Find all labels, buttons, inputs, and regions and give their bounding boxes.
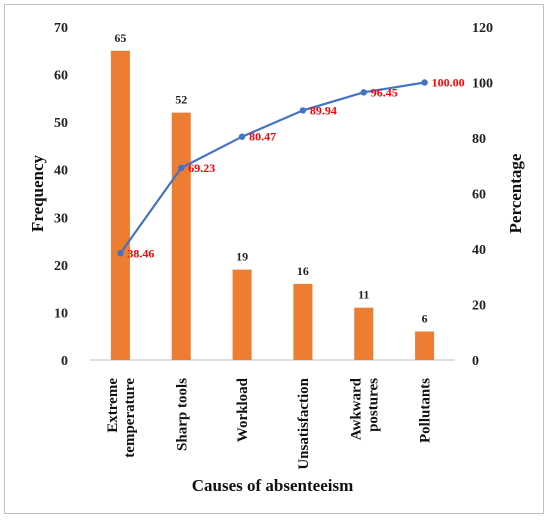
svg-text:Workload: Workload [235,377,251,442]
right-tick-label: 60 [472,188,486,203]
category-label: Workload [235,377,251,442]
left-tick-label: 10 [54,306,68,321]
line-value-label: 100.00 [432,76,465,90]
line-value-label: 38.46 [127,246,154,260]
left-tick-label: 0 [61,354,68,369]
line-point [178,164,185,172]
line-value-label: 80.47 [249,130,276,144]
line-point [421,79,428,86]
y-axis-title: Frequency [28,154,47,232]
right-axis-ticks: 0 20 40 60 80 100 120 [472,21,493,369]
left-tick-label: 30 [54,211,68,226]
line-series [117,79,428,257]
right-tick-label: 100 [472,77,493,92]
svg-text:Unsatisfaction: Unsatisfaction [296,377,312,469]
bar-value-label: 6 [422,311,428,325]
right-tick-label: 20 [472,299,486,314]
y2-axis-title: Percentage [506,153,525,233]
svg-text:Sharp tools: Sharp tools [174,378,190,451]
bar-value-label: 19 [236,250,248,264]
svg-text:Extremetemperature: Extremetemperature [105,378,138,458]
bar [171,112,191,360]
left-tick-label: 70 [54,21,68,36]
bar [293,283,313,360]
right-tick-label: 0 [472,354,479,369]
line-point [299,107,307,114]
right-tick-label: 40 [472,243,486,258]
bar-data-labels: 65 52 19 16 11 6 [114,31,427,326]
left-tick-label: 60 [54,69,68,84]
svg-text:Awkwardpostures: Awkwardpostures [348,377,381,440]
bar [354,307,374,360]
category-labels: Extremetemperature Sharp tools Workload Uns… [105,377,434,469]
bar-value-label: 65 [114,31,126,45]
bar-value-label: 16 [297,264,309,278]
cumulative-line [119,81,425,254]
category-label: Extremetemperature [105,378,138,458]
bar [232,269,252,360]
line-data-labels: 38.46 69.23 80.47 89.94 96.45 100.00 [127,76,464,261]
bar [415,331,435,360]
line-value-label: 89.94 [310,103,337,117]
left-tick-label: 50 [54,116,68,131]
left-tick-label: 20 [54,259,68,274]
category-label: Unsatisfaction [296,377,312,469]
bar-series [110,50,435,361]
bar [110,50,130,361]
line-point [360,89,367,96]
bar-value-label: 52 [175,93,187,107]
bar-value-label: 11 [358,288,369,302]
right-tick-label: 80 [472,132,486,147]
x-axis-title: Causes of absenteeism [192,476,354,495]
right-tick-label: 120 [472,21,493,36]
line-value-label: 69.23 [188,161,215,175]
chart-frame [4,4,544,514]
left-axis-ticks: 0 10 20 30 40 50 60 70 [54,21,68,369]
line-point [117,250,124,257]
category-label: Pollutants [418,378,434,443]
category-label: Awkwardpostures [348,377,381,440]
left-tick-label: 40 [54,164,68,179]
line-point [238,133,246,140]
category-label: Sharp tools [174,378,190,451]
svg-text:Pollutants: Pollutants [418,378,434,443]
line-value-label: 96.45 [371,85,398,99]
